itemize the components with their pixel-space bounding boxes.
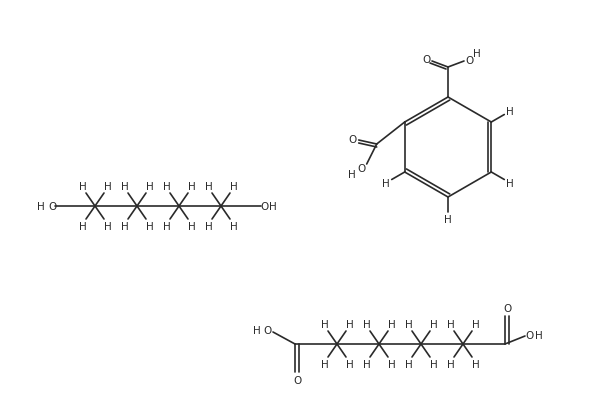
Text: H: H — [387, 359, 395, 369]
Text: H: H — [163, 182, 170, 192]
Text: H: H — [446, 359, 454, 369]
Text: O: O — [422, 55, 430, 65]
Text: H: H — [387, 319, 395, 329]
Text: H: H — [473, 49, 481, 59]
Text: H: H — [188, 221, 195, 231]
Text: H: H — [104, 221, 111, 231]
Text: H: H — [430, 319, 437, 329]
Text: H: H — [507, 178, 514, 189]
Text: H: H — [204, 182, 212, 192]
Text: H: H — [446, 319, 454, 329]
Text: H: H — [430, 359, 437, 369]
Text: H: H — [204, 221, 212, 231]
Text: O: O — [358, 164, 366, 173]
Text: O: O — [48, 202, 56, 211]
Text: H: H — [471, 319, 479, 329]
Text: H: H — [145, 182, 153, 192]
Text: H: H — [229, 221, 237, 231]
Text: H: H — [382, 178, 390, 189]
Text: H: H — [362, 319, 370, 329]
Text: O: O — [526, 330, 534, 340]
Text: H: H — [405, 319, 412, 329]
Text: H: H — [163, 221, 170, 231]
Text: H: H — [507, 107, 514, 117]
Text: H: H — [535, 330, 543, 340]
Text: H: H — [253, 325, 261, 335]
Text: H: H — [346, 319, 353, 329]
Text: H: H — [321, 359, 328, 369]
Text: H: H — [229, 182, 237, 192]
Text: H: H — [145, 221, 153, 231]
Text: H: H — [362, 359, 370, 369]
Text: H: H — [38, 202, 45, 211]
Text: H: H — [188, 182, 195, 192]
Text: H: H — [444, 214, 452, 224]
Text: H: H — [346, 359, 353, 369]
Text: H: H — [348, 170, 356, 180]
Text: H: H — [79, 182, 86, 192]
Text: O: O — [465, 56, 473, 66]
Text: H: H — [321, 319, 328, 329]
Text: H: H — [471, 359, 479, 369]
Text: H: H — [104, 182, 111, 192]
Text: H: H — [79, 221, 86, 231]
Text: H: H — [120, 182, 128, 192]
Text: H: H — [269, 202, 277, 211]
Text: H: H — [120, 221, 128, 231]
Text: O: O — [349, 135, 357, 145]
Text: O: O — [260, 202, 268, 211]
Text: O: O — [263, 325, 271, 335]
Text: H: H — [405, 359, 412, 369]
Text: O: O — [293, 375, 301, 385]
Text: O: O — [503, 303, 511, 313]
